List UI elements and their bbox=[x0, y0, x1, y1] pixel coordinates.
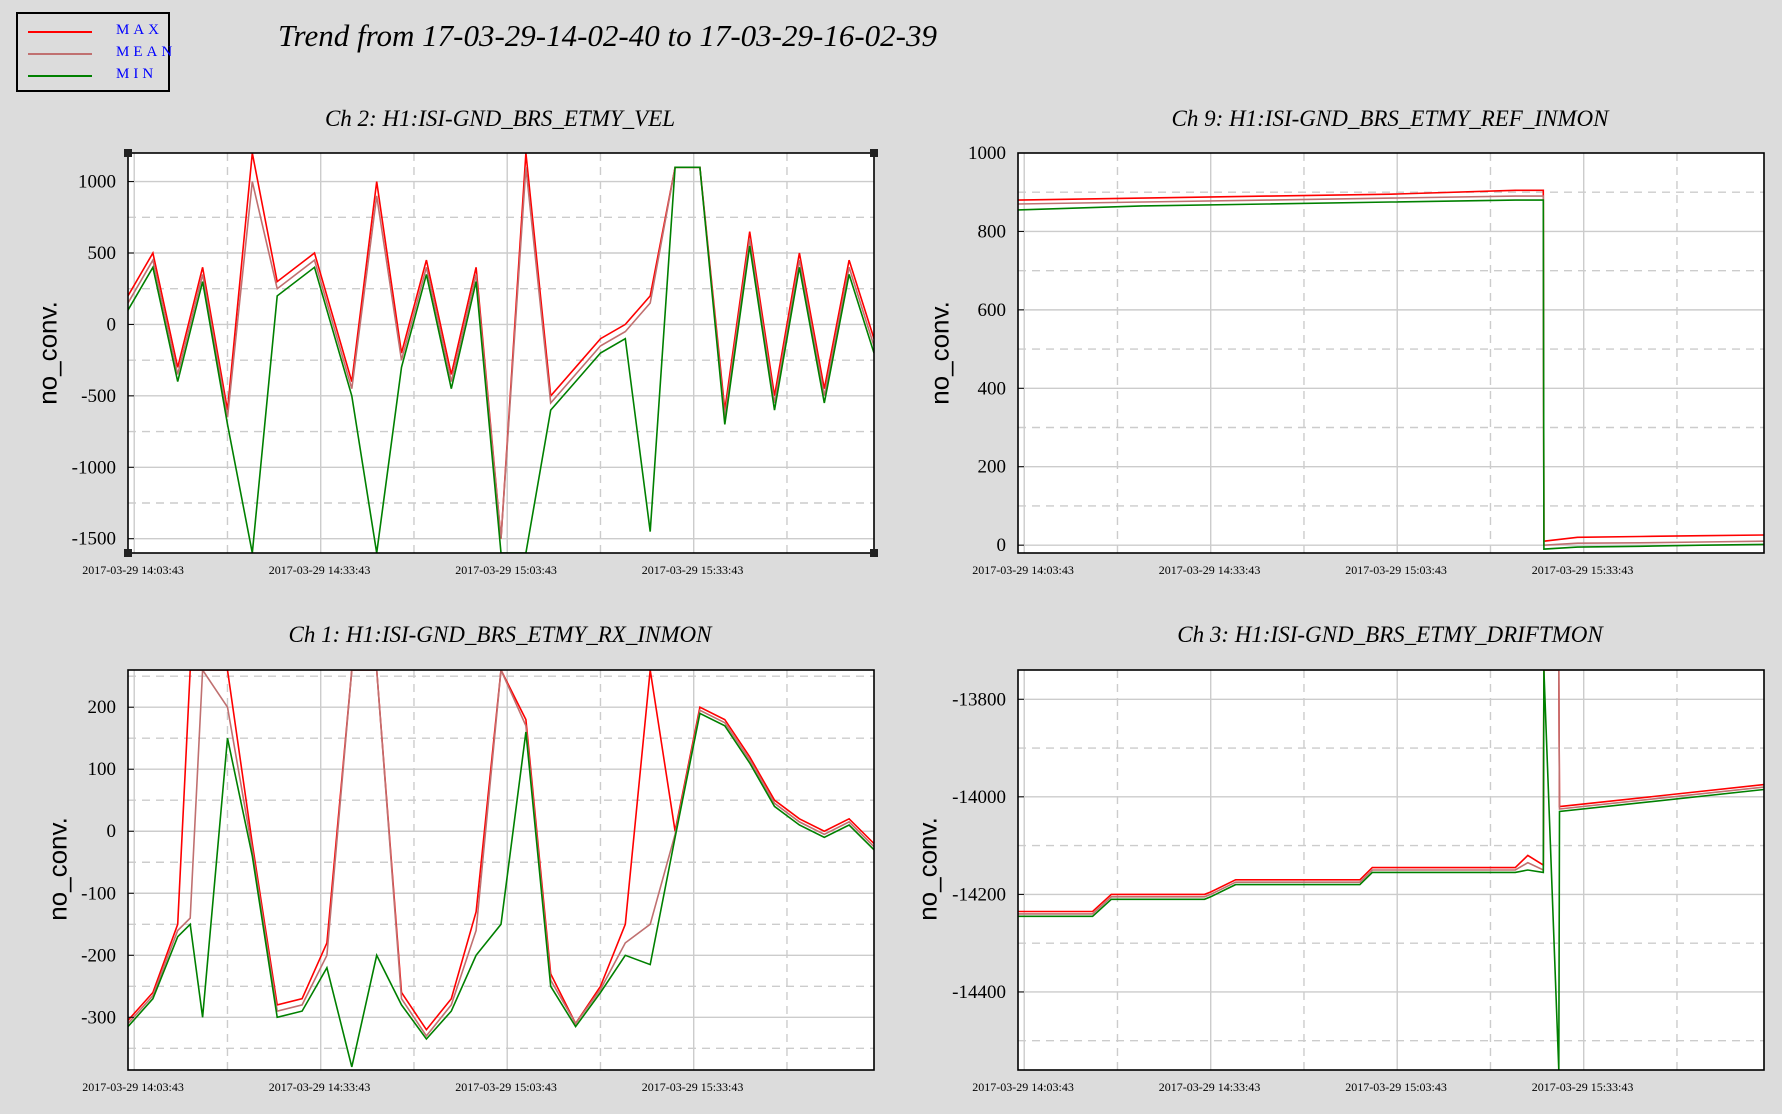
legend-swatch-min bbox=[28, 75, 92, 77]
legend: MAX MEAN MIN bbox=[16, 12, 172, 92]
ytick-label-ch1: 200 bbox=[88, 697, 117, 718]
ytick-label-ch1: 0 bbox=[107, 821, 117, 842]
panel-title-ch1: Ch 1: H1:ISI-GND_BRS_ETMY_RX_INMON bbox=[288, 622, 712, 647]
ytick-label-ch9: 1000 bbox=[968, 143, 1006, 164]
xtick-label-ch2: 2017-03-29 14:33:43 bbox=[269, 563, 371, 577]
series-min-ch9 bbox=[1018, 199, 1764, 550]
plot-ch1: 200 100 0 -100 -200 -300 2017-03-29 14:03:43 20… bbox=[81, 669, 875, 1094]
xtick-label-ch3: 2017-03-29 14:03:43 bbox=[972, 1080, 1074, 1094]
series-min-ch1 bbox=[128, 712, 874, 1068]
ytick-label-ch2: 0 bbox=[107, 314, 117, 335]
series-max-ch3 bbox=[1018, 670, 1764, 913]
ytick-label-ch2: -1500 bbox=[72, 529, 116, 550]
plot-frame-ch9 bbox=[1017, 152, 1765, 554]
ytick-label-ch9: 800 bbox=[978, 221, 1007, 242]
ytick-label-ch1: -300 bbox=[81, 1007, 116, 1028]
plot-ch9: 1000 800 600 400 200 0 2017-03-29 14:03:43 2017… bbox=[968, 143, 1765, 577]
series-min-ch3 bbox=[1018, 670, 1764, 1070]
selection-handle bbox=[124, 149, 132, 157]
plot-area-ch9 bbox=[1018, 153, 1764, 553]
ytick-label-ch1: -100 bbox=[81, 883, 116, 904]
ytick-label-ch9: 400 bbox=[978, 378, 1007, 399]
ytick-label-ch2: -500 bbox=[81, 386, 116, 407]
ytick-label-ch9: 0 bbox=[997, 535, 1007, 556]
xtick-label-ch9: 2017-03-29 15:03:43 bbox=[1345, 563, 1447, 577]
legend-label-min: MIN bbox=[116, 66, 158, 82]
series-mean-ch1 bbox=[128, 670, 874, 1038]
ytick-label-ch3: -14400 bbox=[952, 982, 1006, 1003]
ytick-label-ch3: -14200 bbox=[952, 884, 1006, 905]
plot-frame-ch2 bbox=[127, 152, 875, 554]
xtick-label-ch2: 2017-03-29 15:33:43 bbox=[642, 563, 744, 577]
plot-area-ch1 bbox=[128, 670, 874, 1070]
ytick-label-ch1: -200 bbox=[81, 945, 116, 966]
ytick-label-ch2: 1000 bbox=[78, 172, 116, 193]
xtick-label-ch1: 2017-03-29 15:03:43 bbox=[455, 1080, 557, 1094]
plot-area-ch2 bbox=[128, 153, 874, 553]
xtick-label-ch2: 2017-03-29 15:03:43 bbox=[455, 563, 557, 577]
plot-frame-ch3 bbox=[1017, 669, 1765, 1071]
legend-label-mean: MEAN bbox=[116, 44, 177, 60]
plot-ch2: 1000 500 0 -500 -1000 -1500 2017-03-29 14:03:4… bbox=[72, 149, 878, 577]
series-group-ch1 bbox=[128, 670, 874, 1068]
series-group-ch9 bbox=[1018, 189, 1764, 550]
xtick-label-ch9: 2017-03-29 14:33:43 bbox=[1159, 563, 1261, 577]
series-min-ch2 bbox=[128, 166, 874, 553]
ytick-label-ch2: -1000 bbox=[72, 457, 116, 478]
xtick-label-ch9: 2017-03-29 15:33:43 bbox=[1532, 563, 1634, 577]
panel-title-ch3: Ch 3: H1:ISI-GND_BRS_ETMY_DRIFTMON bbox=[1177, 622, 1603, 647]
xtick-label-ch2: 2017-03-29 14:03:43 bbox=[82, 563, 184, 577]
plot-frame-ch1 bbox=[127, 669, 875, 1071]
series-group-ch2 bbox=[128, 153, 874, 553]
main-title: Trend from 17-03-29-14-02-40 to 17-03-29… bbox=[278, 18, 937, 53]
xtick-label-ch1: 2017-03-29 15:33:43 bbox=[642, 1080, 744, 1094]
ytick-label-ch9: 200 bbox=[978, 457, 1007, 478]
ytick-label-ch3: -14000 bbox=[952, 787, 1006, 808]
xtick-label-ch3: 2017-03-29 15:33:43 bbox=[1532, 1080, 1634, 1094]
panel-title-ch2: Ch 2: H1:ISI-GND_BRS_ETMY_VEL bbox=[324, 106, 676, 131]
legend-swatch-mean bbox=[28, 53, 92, 55]
series-mean-ch9 bbox=[1018, 195, 1764, 547]
ytick-label-ch3: -13800 bbox=[952, 689, 1006, 710]
selection-handle bbox=[870, 149, 878, 157]
panel-title-ch9: Ch 9: H1:ISI-GND_BRS_ETMY_REF_INMON bbox=[1171, 106, 1609, 131]
xtick-label-ch1: 2017-03-29 14:03:43 bbox=[82, 1080, 184, 1094]
selection-handle bbox=[870, 549, 878, 557]
series-max-ch9 bbox=[1018, 189, 1764, 543]
xtick-label-ch3: 2017-03-29 14:33:43 bbox=[1159, 1080, 1261, 1094]
series-max-ch1 bbox=[128, 670, 874, 1032]
plot-ch3: -13800 -14000 -14200 -14400 2017-03-29 14:03… bbox=[952, 669, 1765, 1094]
legend-label-max: MAX bbox=[116, 22, 164, 38]
series-mean-ch3 bbox=[1018, 670, 1764, 915]
ytick-label-ch9: 600 bbox=[978, 300, 1007, 321]
xtick-label-ch9: 2017-03-29 14:03:43 bbox=[972, 563, 1074, 577]
xtick-label-ch3: 2017-03-29 15:03:43 bbox=[1345, 1080, 1447, 1094]
ytick-label-ch2: 500 bbox=[88, 243, 117, 264]
xtick-label-ch1: 2017-03-29 14:33:43 bbox=[269, 1080, 371, 1094]
ytick-label-ch1: 100 bbox=[88, 759, 117, 780]
series-mean-ch2 bbox=[128, 166, 874, 539]
legend-swatch-max bbox=[28, 31, 92, 33]
selection-handle bbox=[124, 549, 132, 557]
series-group-ch3 bbox=[1018, 670, 1764, 1070]
